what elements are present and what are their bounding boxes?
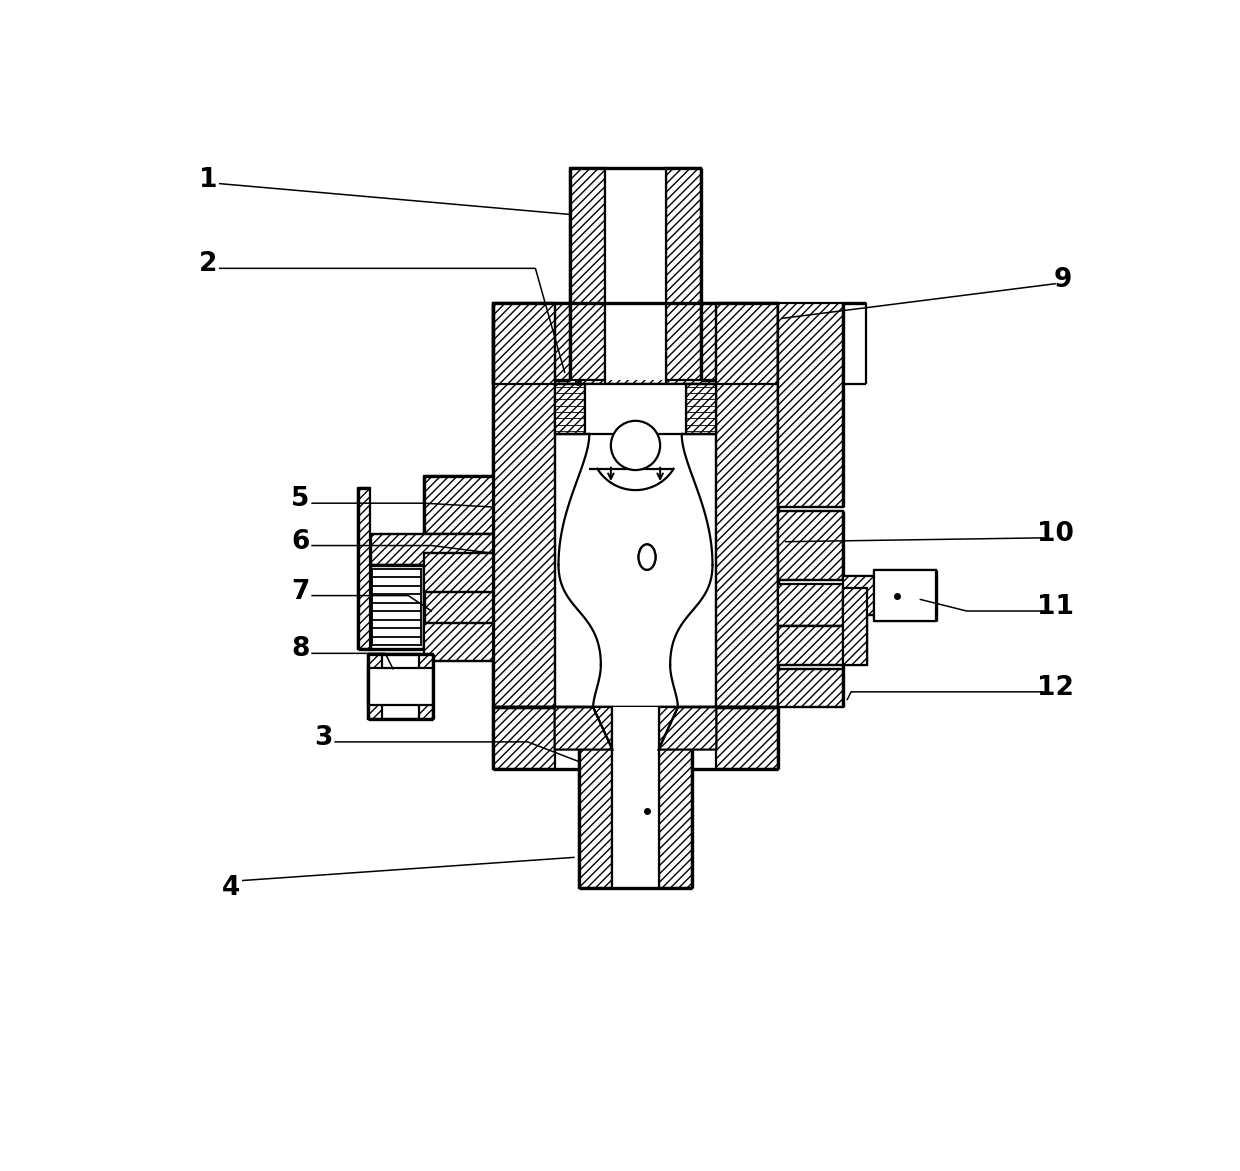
- Circle shape: [611, 420, 660, 470]
- Bar: [368, 667, 433, 705]
- Polygon shape: [658, 707, 717, 749]
- Ellipse shape: [639, 545, 656, 570]
- Bar: [777, 669, 843, 707]
- Bar: [658, 707, 692, 888]
- Bar: [717, 707, 777, 769]
- Bar: [777, 626, 843, 665]
- Bar: [579, 707, 613, 888]
- Bar: [874, 570, 936, 621]
- Text: 2: 2: [198, 252, 217, 278]
- Text: 6: 6: [291, 528, 310, 555]
- Bar: [585, 384, 686, 434]
- Bar: [358, 488, 370, 650]
- Bar: [686, 384, 717, 434]
- Text: 5: 5: [291, 486, 310, 513]
- Text: 11: 11: [1037, 594, 1074, 621]
- Bar: [666, 169, 701, 381]
- Bar: [613, 707, 658, 888]
- Bar: [554, 384, 585, 434]
- Text: 10: 10: [1037, 521, 1074, 547]
- Bar: [424, 564, 494, 650]
- Bar: [370, 564, 424, 650]
- Bar: [843, 576, 874, 615]
- Bar: [424, 553, 494, 591]
- Text: 3: 3: [315, 725, 332, 751]
- Text: 1: 1: [198, 166, 217, 193]
- Bar: [777, 584, 843, 626]
- Bar: [570, 169, 605, 381]
- Text: 7: 7: [291, 578, 310, 604]
- Polygon shape: [554, 707, 613, 749]
- Bar: [424, 623, 494, 662]
- Bar: [382, 655, 419, 719]
- Text: 9: 9: [1054, 267, 1073, 293]
- Bar: [494, 707, 554, 769]
- Bar: [424, 477, 494, 534]
- Bar: [843, 588, 867, 665]
- Text: 12: 12: [1037, 674, 1074, 701]
- Bar: [717, 303, 777, 707]
- Text: 4: 4: [222, 875, 241, 902]
- Bar: [370, 534, 494, 564]
- Bar: [777, 511, 843, 580]
- Bar: [368, 655, 433, 719]
- Bar: [494, 303, 554, 707]
- Bar: [494, 303, 777, 384]
- Bar: [777, 303, 843, 507]
- Bar: [605, 169, 666, 381]
- Ellipse shape: [639, 545, 656, 570]
- Text: 8: 8: [291, 637, 310, 663]
